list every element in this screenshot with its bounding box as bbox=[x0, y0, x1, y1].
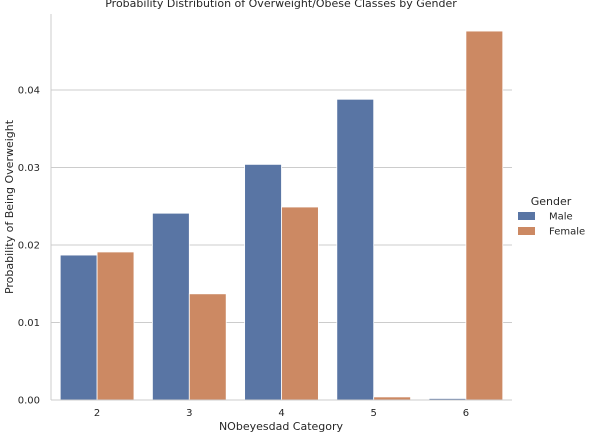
y-axis-label: Probability of Being Overweight bbox=[3, 119, 16, 294]
x-tick-label: 5 bbox=[371, 408, 377, 419]
y-tick-labels: 0.00 0.01 0.02 0.03 0.04 bbox=[18, 85, 40, 406]
legend-title: Gender bbox=[531, 195, 572, 208]
legend-swatch-male bbox=[518, 212, 535, 220]
legend-label-female: Female bbox=[549, 227, 585, 238]
legend-swatch-female bbox=[518, 227, 535, 235]
x-tick-label: 4 bbox=[278, 408, 284, 419]
bar-male-2 bbox=[59, 254, 98, 401]
bar-female-3 bbox=[188, 293, 227, 401]
y-tick-label: 0.00 bbox=[18, 396, 40, 407]
x-axis-label: NObeyesdad Category bbox=[219, 420, 344, 432]
x-tick-label: 2 bbox=[94, 408, 100, 419]
bar-female-2 bbox=[96, 251, 135, 401]
x-tick-label: 6 bbox=[463, 408, 469, 419]
x-tick-labels: 2 3 4 5 6 bbox=[94, 408, 469, 419]
y-tick-label: 0.02 bbox=[18, 240, 40, 251]
bar-male-5 bbox=[336, 98, 375, 401]
legend-label-male: Male bbox=[549, 212, 573, 223]
bars bbox=[59, 30, 504, 401]
legend: Gender Male Female bbox=[518, 195, 585, 238]
bar-male-4 bbox=[244, 163, 282, 401]
x-tick-label: 3 bbox=[186, 408, 192, 419]
y-tick-label: 0.04 bbox=[18, 85, 40, 96]
y-tick-label: 0.01 bbox=[18, 318, 40, 329]
bar-male-3 bbox=[152, 212, 190, 401]
bar-female-6 bbox=[465, 30, 504, 401]
chart-title: Probability Distribution of Overweight/O… bbox=[105, 0, 457, 10]
y-tick-label: 0.03 bbox=[18, 163, 40, 174]
bar-female-4 bbox=[281, 206, 319, 401]
